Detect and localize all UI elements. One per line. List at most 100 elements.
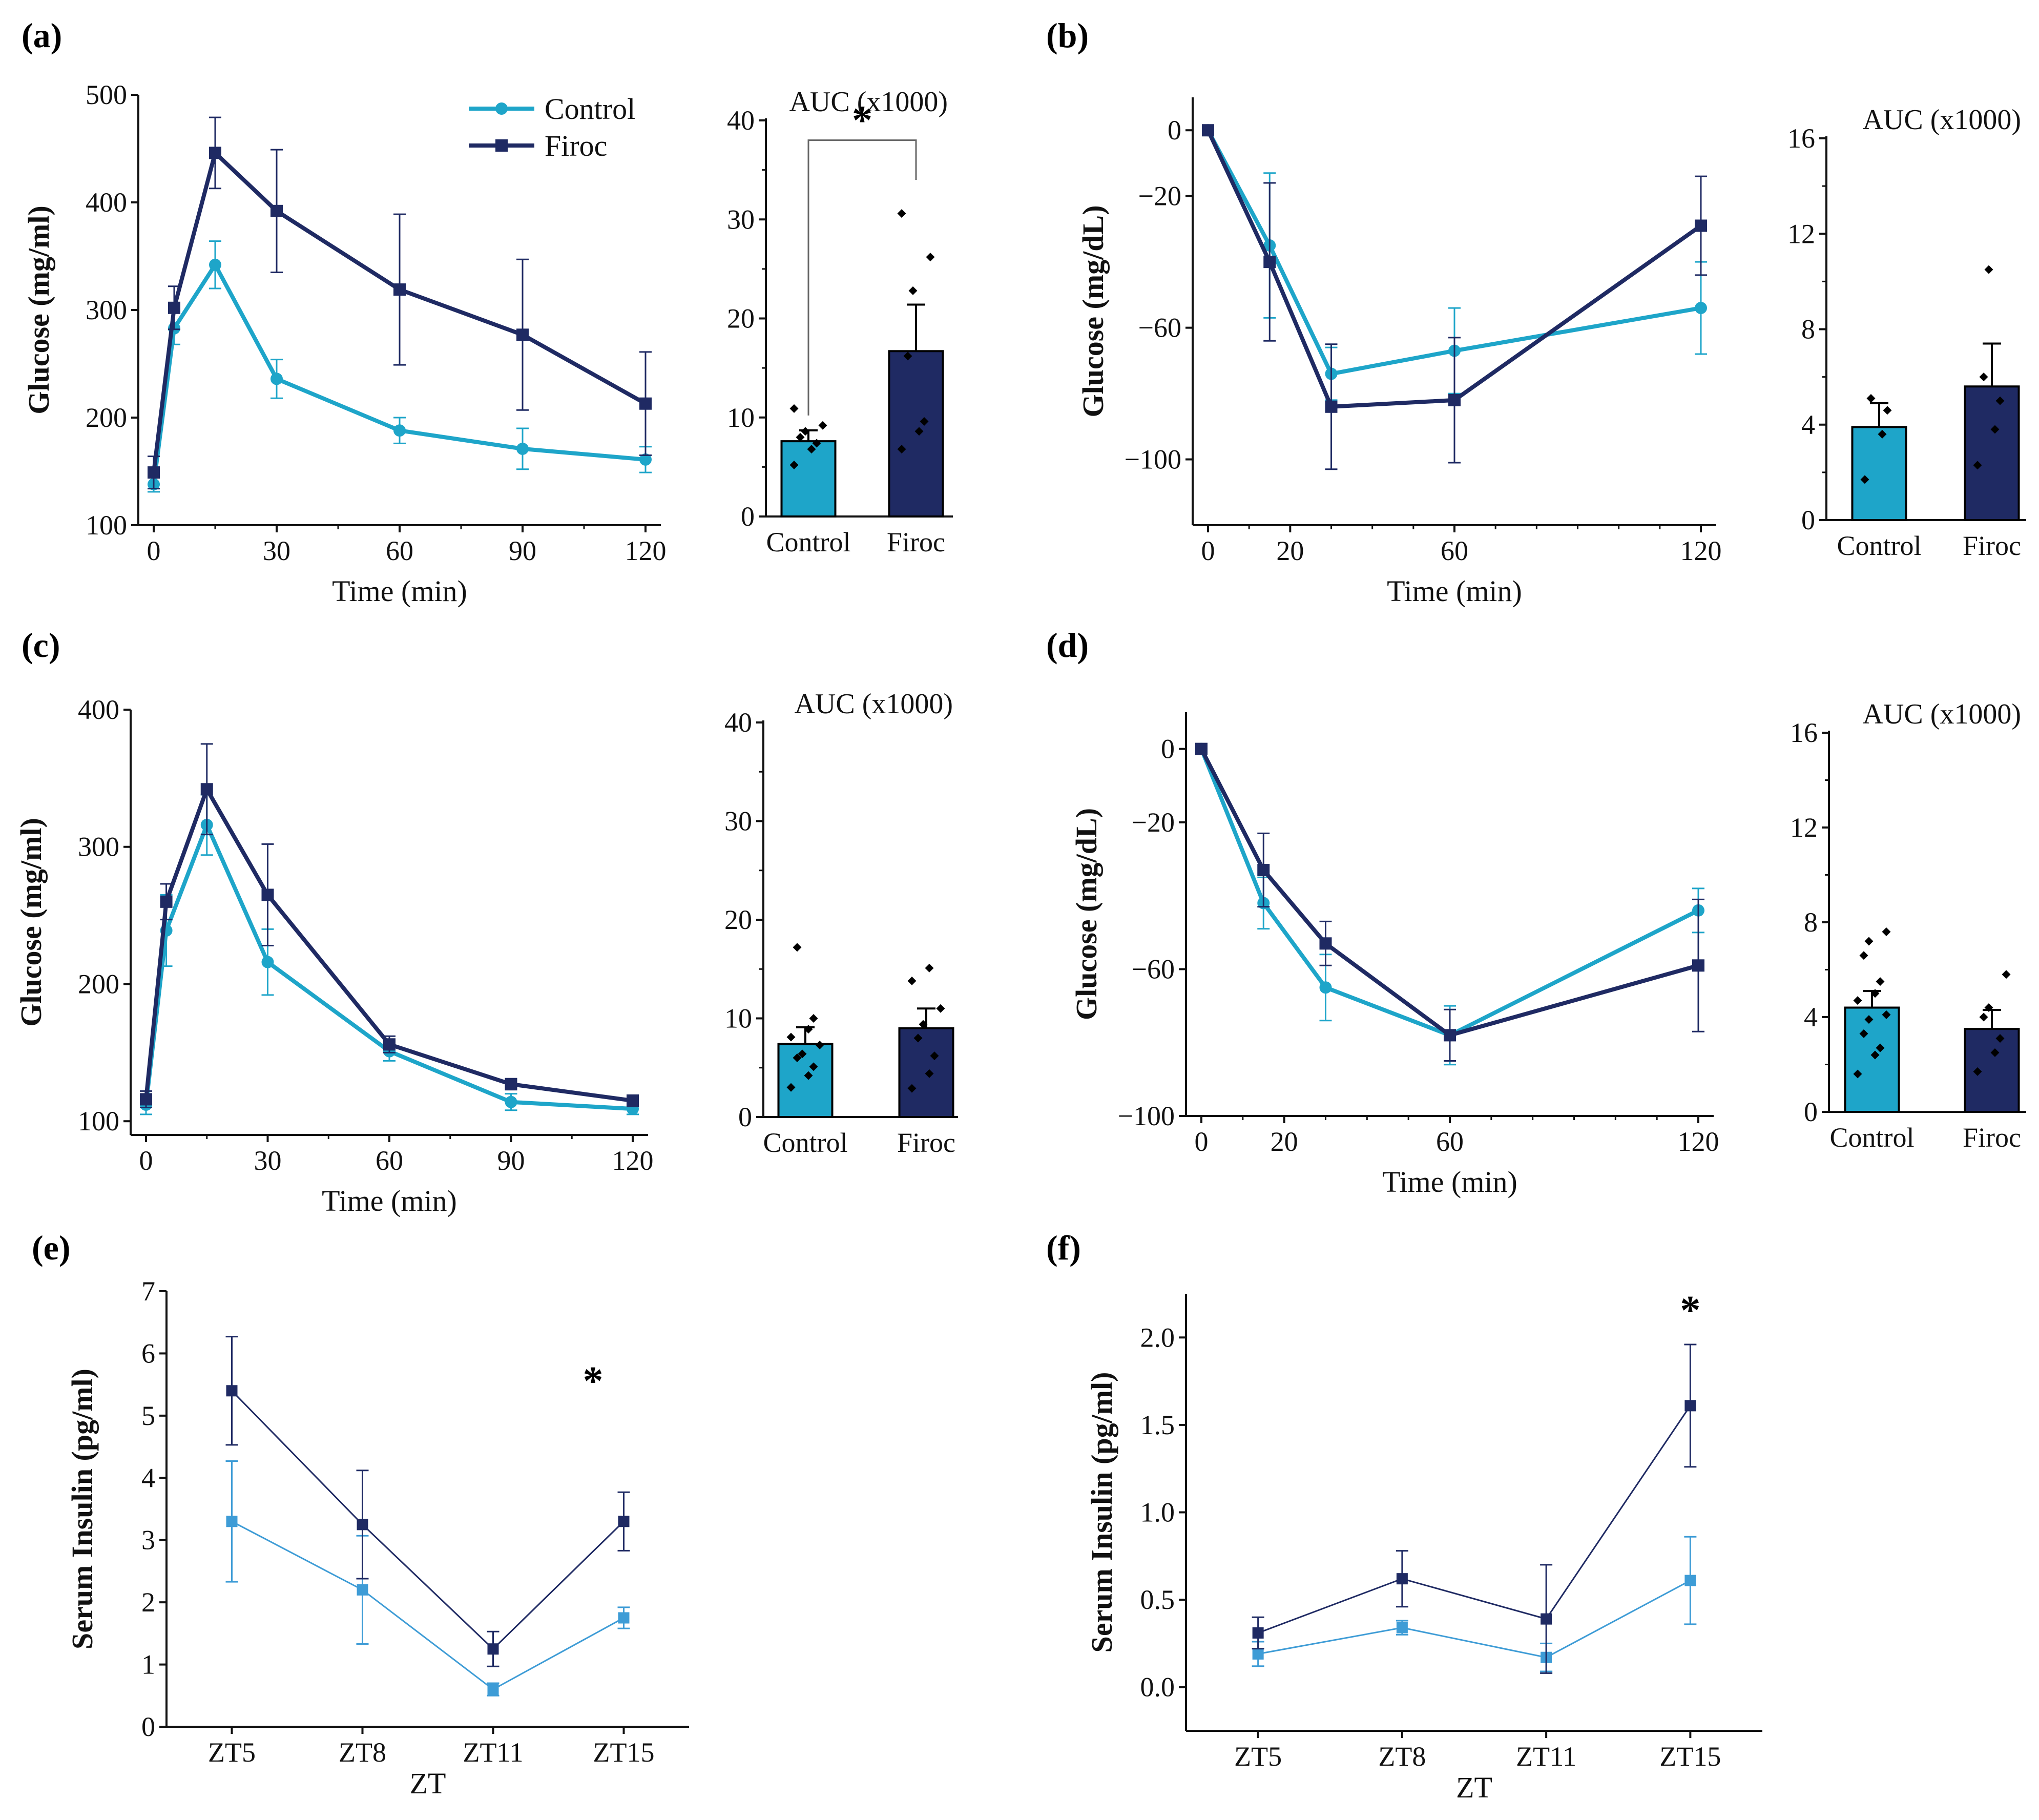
chart-c-line: 100 200 300 400 0 30 60 90 120 Time (min) Glucose … bbox=[14, 694, 654, 1217]
data-point bbox=[801, 427, 810, 436]
data-point bbox=[804, 1071, 813, 1080]
chart-a-bar: 0 10 20 30 40 AUC (x1000) Control Firoc * bbox=[727, 86, 953, 557]
data-point bbox=[271, 373, 283, 385]
data-point bbox=[271, 204, 283, 217]
y-tick-label: 8 bbox=[1801, 314, 1815, 345]
series-control bbox=[140, 794, 639, 1115]
x-axis-title: Time (min) bbox=[332, 574, 467, 608]
x-category-label: ZT8 bbox=[339, 1737, 386, 1768]
significance-bracket: * bbox=[807, 98, 917, 416]
x-tick-label: 0 bbox=[139, 1145, 153, 1176]
data-point bbox=[618, 1516, 630, 1527]
x-category-label: Control bbox=[1837, 530, 1921, 561]
auc-title: AUC (x1000) bbox=[794, 688, 953, 720]
x-tick-label: 90 bbox=[509, 535, 536, 566]
data-point bbox=[1859, 1029, 1868, 1038]
data-point bbox=[1979, 373, 1988, 382]
series-firoc bbox=[140, 743, 639, 1108]
y-tick-label: 2 bbox=[141, 1587, 155, 1618]
data-point bbox=[786, 1083, 796, 1092]
data-point bbox=[796, 432, 805, 442]
data-point bbox=[209, 258, 221, 271]
data-point bbox=[1882, 1010, 1891, 1019]
data-point bbox=[815, 1040, 824, 1049]
data-point bbox=[1864, 1015, 1874, 1024]
series-firoc bbox=[225, 1336, 630, 1667]
y-tick-label: 300 bbox=[86, 295, 127, 325]
data-point bbox=[618, 1612, 630, 1624]
x-tick-label: 120 bbox=[625, 535, 667, 566]
data-point bbox=[936, 1004, 945, 1013]
x-tick-label: 30 bbox=[263, 535, 290, 566]
data-point bbox=[920, 417, 929, 426]
y-tick-label: 0.0 bbox=[1140, 1672, 1175, 1703]
x-category-label: Firoc bbox=[1963, 1122, 2021, 1153]
y-tick-label: −20 bbox=[1138, 181, 1181, 212]
data-point bbox=[1995, 396, 2005, 405]
x-tick-label: 120 bbox=[1678, 1126, 1719, 1157]
y-tick-label: 0 bbox=[741, 501, 755, 532]
data-point bbox=[516, 442, 529, 455]
data-point bbox=[1870, 1050, 1880, 1060]
data-point bbox=[789, 404, 799, 413]
y-tick-label: 100 bbox=[86, 510, 127, 541]
data-point bbox=[209, 147, 221, 159]
data-point bbox=[1979, 1012, 1988, 1022]
data-point bbox=[897, 445, 906, 454]
x-axis-title: ZT bbox=[1456, 1771, 1492, 1804]
x-category-label: ZT5 bbox=[208, 1737, 256, 1768]
data-point bbox=[2002, 970, 2011, 979]
data-point bbox=[1684, 1400, 1696, 1412]
data-point bbox=[140, 1093, 152, 1106]
data-point bbox=[1984, 265, 1993, 274]
data-point bbox=[1883, 406, 1892, 415]
y-axis-title: Glucose (mg/ml) bbox=[14, 818, 48, 1027]
y-tick-label: −60 bbox=[1132, 954, 1175, 984]
y-tick-label: 4 bbox=[1804, 1002, 1818, 1032]
chart-b-line: 0 −20 −60 −100 0 20 60 120 Time (min) Glucose (mg… bbox=[1076, 97, 1722, 608]
data-point bbox=[1995, 1034, 2005, 1043]
y-tick-label: 500 bbox=[86, 79, 127, 110]
panel-label-d: (d) bbox=[1046, 626, 1089, 665]
y-tick-label: 0 bbox=[738, 1102, 752, 1132]
series-line bbox=[144, 822, 633, 1111]
y-tick-label: 200 bbox=[78, 968, 119, 999]
y-tick-label: 10 bbox=[727, 402, 755, 433]
series-firoc bbox=[1202, 124, 1707, 470]
y-tick-label: 0 bbox=[1801, 505, 1815, 535]
data-point bbox=[200, 783, 213, 796]
x-axis-title: Time (min) bbox=[1387, 574, 1522, 608]
data-point bbox=[1866, 394, 1876, 403]
y-tick-label: 30 bbox=[724, 806, 752, 837]
data-point bbox=[639, 397, 652, 410]
x-category-label: Control bbox=[1829, 1122, 1914, 1153]
x-tick-label: 60 bbox=[376, 1145, 403, 1176]
y-tick-label: 40 bbox=[724, 707, 752, 738]
panel-label-e: (e) bbox=[32, 1228, 70, 1267]
chart-e-line: 0 1 2 3 4 5 6 7 ZT5 ZT8 ZT11 ZT15 ZT Serum Insulin (p… bbox=[66, 1276, 689, 1800]
y-tick-label: −20 bbox=[1132, 807, 1175, 838]
data-point bbox=[1860, 475, 1869, 484]
data-point bbox=[1876, 977, 1885, 986]
data-point bbox=[505, 1078, 517, 1090]
data-point bbox=[1973, 1067, 1982, 1076]
series-firoc bbox=[1195, 742, 1704, 1062]
x-tick-label: 0 bbox=[1195, 1126, 1209, 1157]
data-point bbox=[1878, 429, 1887, 439]
bar-control bbox=[777, 1043, 834, 1119]
y-tick-label: 10 bbox=[724, 1003, 752, 1034]
data-point bbox=[789, 461, 799, 469]
series-control bbox=[225, 1460, 630, 1697]
x-category-label: ZT8 bbox=[1378, 1741, 1426, 1772]
legend-marker bbox=[495, 139, 508, 152]
y-axis-title: Glucose (mg/dL) bbox=[1070, 808, 1103, 1020]
panel-label-a: (a) bbox=[22, 16, 62, 55]
series-line bbox=[231, 1390, 625, 1650]
x-axis-title: ZT bbox=[410, 1767, 446, 1800]
y-tick-label: 200 bbox=[86, 402, 127, 433]
data-point bbox=[793, 1053, 802, 1062]
x-axis-title: Time (min) bbox=[322, 1184, 457, 1217]
data-point bbox=[1990, 1048, 2000, 1057]
